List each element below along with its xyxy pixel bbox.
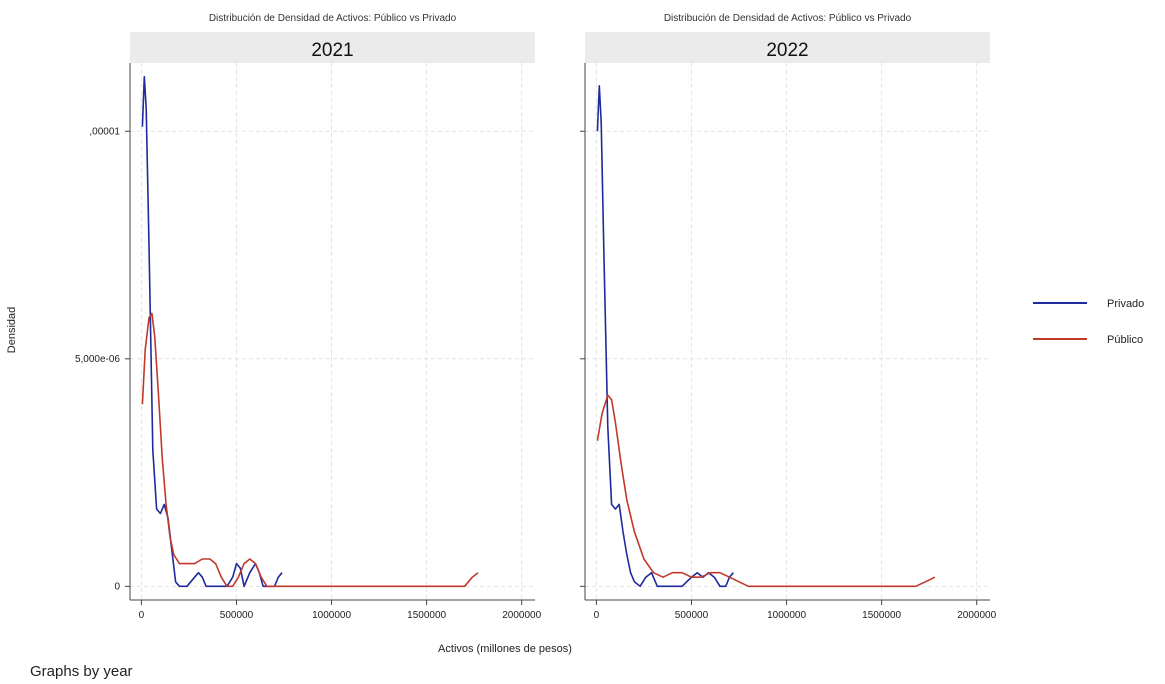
publico-line [596,394,936,588]
y-tick-label: 5,000e-06 [75,354,120,365]
x-tick-label: 500000 [220,610,254,621]
legend-label: Privado [1107,298,1144,310]
x-tick-label: 1000000 [767,610,806,621]
x-tick-label: 2000000 [502,610,541,621]
x-tick-label: 1500000 [862,610,901,621]
y-axis-title: Densidad [6,307,18,353]
panel-2022: Distribución de Densidad de Activos: Púb… [580,13,997,621]
y-tick-label: 0 [114,581,120,592]
panel-title: Distribución de Densidad de Activos: Púb… [209,13,457,24]
x-axis-title: Activos (millones de pesos) [438,643,572,655]
panel-2021: Distribución de Densidad de Activos: Púb… [75,13,542,621]
panel-title: Distribución de Densidad de Activos: Púb… [664,13,912,24]
legend-label: Público [1107,334,1143,346]
x-tick-label: 500000 [675,610,709,621]
panel-strip-label: 2022 [766,40,808,61]
y-tick-label: ,00001 [89,126,120,137]
panel-strip-label: 2021 [311,40,353,61]
x-tick-label: 1000000 [312,610,351,621]
x-tick-label: 0 [139,610,145,621]
privado-line [596,85,734,588]
privado-line [141,75,283,588]
x-tick-label: 0 [594,610,600,621]
legend: Privado Público [1033,298,1144,346]
x-tick-label: 1500000 [407,610,446,621]
publico-line [141,312,479,588]
panel-strip [585,32,990,63]
panel-strip [130,32,535,63]
x-tick-label: 2000000 [957,610,996,621]
graphs-by-note: Graphs by year [30,663,133,680]
